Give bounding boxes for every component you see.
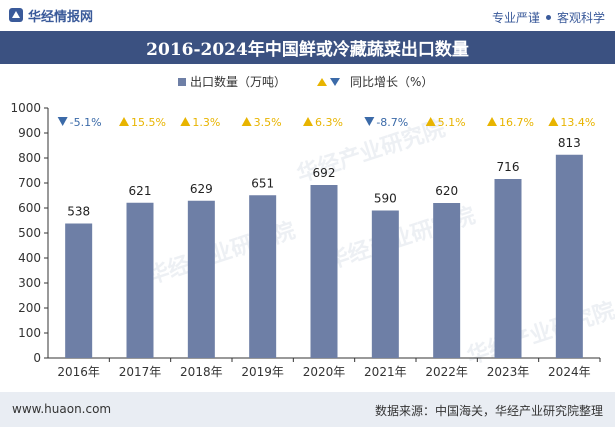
data-labels: 538 -5.1% 621 15.5% 629 1.3% 651 3.5% 692 6.3% 590… — [57, 116, 595, 219]
bar-value-label: 716 — [497, 160, 520, 174]
growth-label: 3.5% — [254, 116, 282, 129]
growth-label: 1.3% — [192, 116, 220, 129]
bar — [310, 185, 338, 358]
bars — [65, 154, 583, 358]
bar-value-label: 590 — [374, 192, 397, 206]
x-tick-label: 2022年 — [425, 365, 468, 379]
axes: 0 100 200 300 400 500 600 700 800 900 1000 2016年 201… — [10, 101, 601, 379]
growth-up-triangle-icon — [119, 117, 129, 126]
brand-name: 华经情报网 — [28, 9, 94, 25]
y-tick-label: 300 — [18, 276, 41, 290]
x-tick-label: 2024年 — [548, 365, 591, 379]
bar — [555, 154, 583, 358]
logo-icon — [9, 8, 23, 22]
bar — [249, 195, 277, 358]
bar — [433, 203, 461, 358]
growth-label: 5.1% — [438, 116, 466, 129]
footer-website: www.huaon.com — [12, 402, 112, 416]
y-tick-label: 0 — [33, 351, 41, 365]
footer-source: 数据来源：中国海关，华经产业研究院整理 — [374, 404, 603, 418]
bar-value-label: 692 — [313, 166, 336, 180]
x-tick-label: 2021年 — [364, 365, 407, 379]
y-tick-label: 700 — [18, 176, 41, 190]
x-tick-label: 2017年 — [119, 365, 162, 379]
growth-label: 16.7% — [499, 116, 534, 129]
growth-label: 6.3% — [315, 116, 343, 129]
bar — [126, 202, 154, 358]
x-tick-label: 2023年 — [487, 365, 530, 379]
growth-up-triangle-icon — [425, 117, 436, 126]
growth-down-triangle-icon — [57, 117, 68, 126]
title-bar: 2016-2024年中国鲜或冷藏蔬菜出口数量 — [0, 31, 615, 64]
growth-up-triangle-icon — [487, 117, 497, 126]
tagline-right: 客观科学 — [556, 11, 605, 25]
x-tick-label: 2019年 — [241, 365, 284, 379]
growth-up-triangle-icon — [548, 117, 559, 126]
legend-bar-label: 出口数量（万吨） — [190, 74, 286, 89]
bar-value-label: 538 — [67, 205, 90, 219]
y-tick-label: 100 — [18, 326, 41, 340]
chart-title: 2016-2024年中国鲜或冷藏蔬菜出口数量 — [146, 40, 469, 60]
bar-value-label: 813 — [558, 136, 581, 150]
y-tick-label: 900 — [18, 126, 41, 140]
top-bar: 华经情报网 专业严谨 客观科学 — [0, 0, 615, 30]
tagline: 专业严谨 客观科学 — [492, 9, 605, 26]
legend-down-triangle-icon — [330, 78, 340, 86]
bar-value-label: 621 — [129, 184, 152, 198]
growth-label: -5.1% — [70, 116, 102, 129]
bar — [187, 200, 215, 358]
tagline-left: 专业严谨 — [491, 11, 540, 25]
growth-label: 13.4% — [560, 116, 595, 129]
brand: 华经情报网 — [8, 6, 94, 25]
legend-growth-label: 同比增长（%） — [350, 75, 433, 89]
y-tick-label: 800 — [18, 151, 41, 165]
y-tick-label: 400 — [18, 251, 41, 265]
y-tick-label: 200 — [18, 301, 41, 315]
bar-value-label: 620 — [435, 184, 458, 198]
dot-separator — [545, 15, 551, 20]
x-tick-label: 2018年 — [180, 365, 223, 379]
legend-bar-swatch — [178, 78, 186, 86]
growth-up-triangle-icon — [241, 117, 252, 126]
watermark-text: 华经产业研究院 — [464, 297, 615, 369]
y-tick-label: 600 — [18, 201, 41, 215]
bar-value-label: 651 — [251, 176, 274, 190]
y-tick-label: 1000 — [10, 101, 41, 115]
x-tick-label: 2020年 — [303, 365, 346, 379]
y-tick-label: 500 — [18, 226, 41, 240]
growth-down-triangle-icon — [364, 117, 375, 126]
growth-label: -8.7% — [376, 116, 408, 129]
footer: www.huaon.com 数据来源：中国海关，华经产业研究院整理 — [0, 392, 615, 427]
growth-up-triangle-icon — [180, 117, 191, 126]
growth-label: 15.5% — [131, 116, 166, 129]
bar — [65, 223, 93, 358]
legend: 出口数量（万吨） 同比增长（%） — [178, 74, 433, 89]
bar — [371, 210, 399, 358]
bar-value-label: 629 — [190, 182, 213, 196]
x-tick-label: 2016年 — [57, 365, 100, 379]
growth-up-triangle-icon — [303, 117, 313, 126]
legend-up-triangle-icon — [317, 78, 327, 86]
bar — [494, 179, 522, 358]
